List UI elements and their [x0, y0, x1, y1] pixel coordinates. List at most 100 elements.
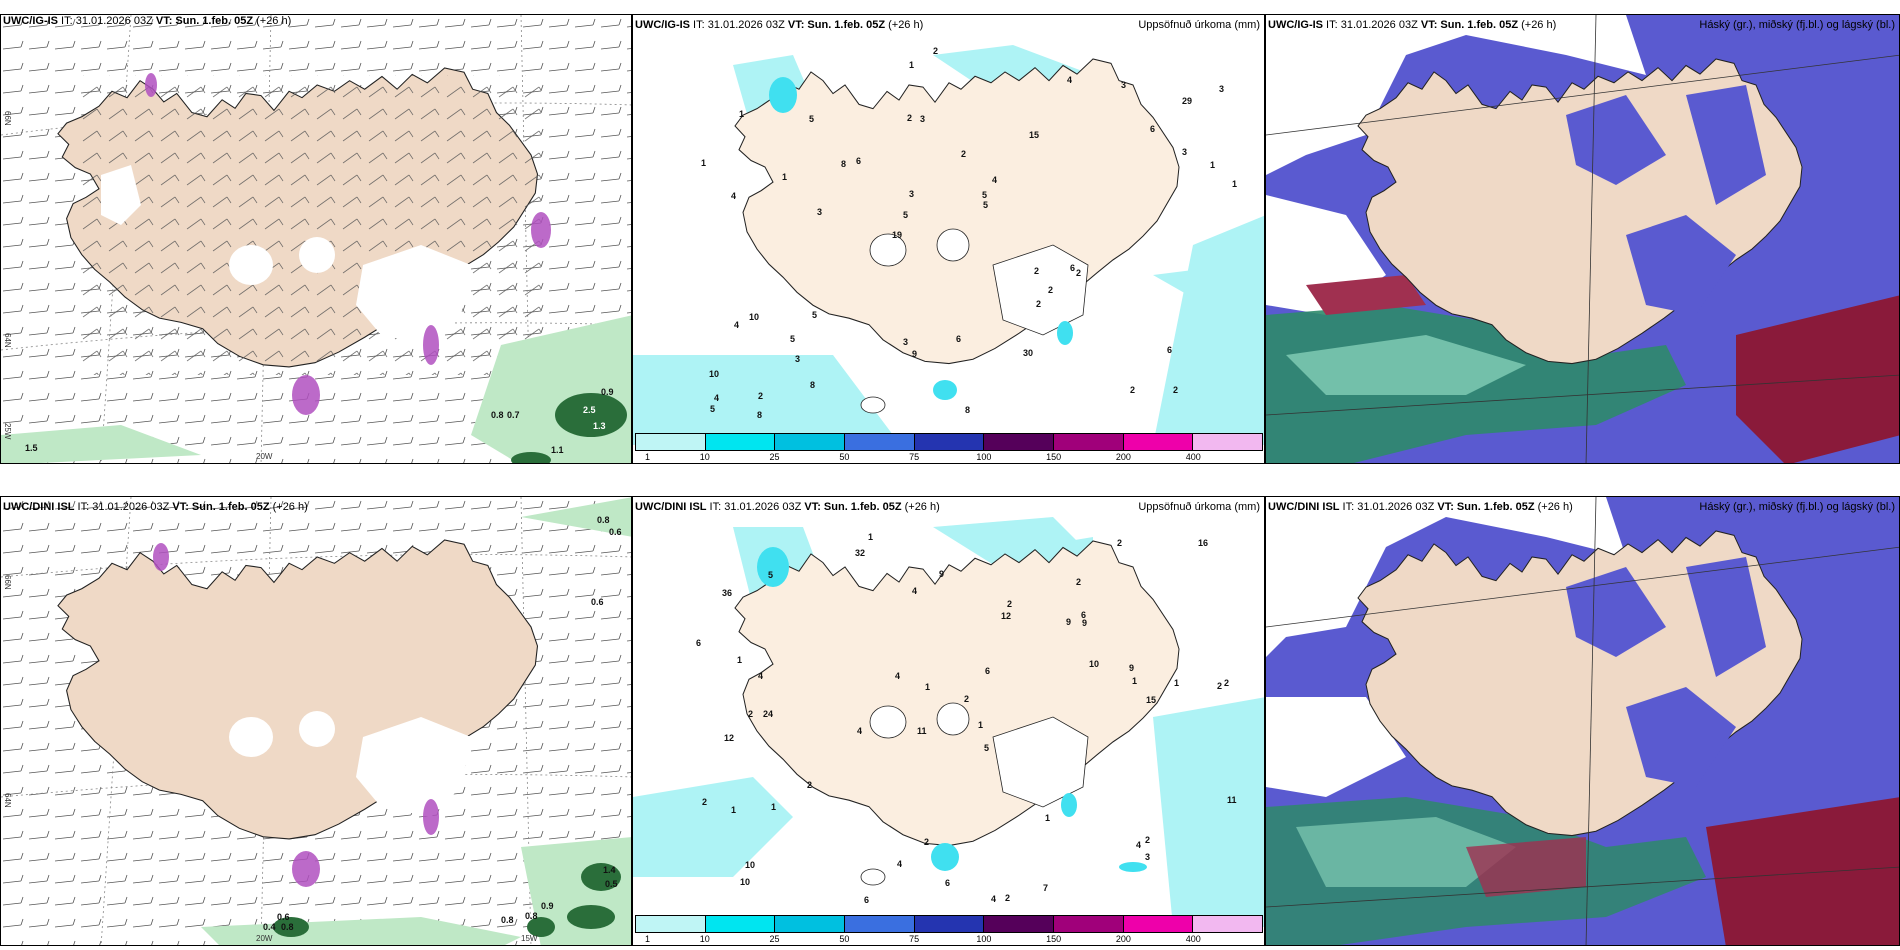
precip-value: 2	[1117, 538, 1123, 548]
panel-quantity-label: Uppsöfnuð úrkoma (mm)	[1138, 19, 1260, 31]
precip-value: 32	[855, 548, 866, 558]
precip-value: 3	[1219, 84, 1225, 94]
colorbar-tick-label: 10	[699, 452, 710, 462]
lon-label: 25W	[3, 423, 12, 440]
panel-top-mid-precip-map: UWC/IG-IS IT: 31.01.2026 03Z VT: Sun. 1.…	[632, 14, 1265, 464]
lat-label: 66N	[3, 111, 12, 126]
precip-value: 1	[731, 805, 737, 815]
precip-value: 1	[1174, 678, 1180, 688]
vis-value: 0.9	[601, 387, 614, 397]
vis-value: 1.5	[25, 443, 38, 453]
vis-value: 1.3	[593, 421, 606, 431]
precip-value: 2	[907, 113, 913, 123]
colorbar-tick-label: 50	[839, 934, 850, 944]
precip-value: 5	[812, 310, 818, 320]
precip-value: 2	[748, 709, 754, 719]
precip-value: 15	[1029, 130, 1040, 140]
colorbar-swatch	[775, 434, 846, 450]
precip-value: 5	[903, 210, 909, 220]
precip-value: 3	[909, 189, 915, 199]
panel-quantity-label: Háský (gr.), miðský (fj.bl.) og lágský (…	[1699, 501, 1895, 513]
precip-value: 12	[1001, 611, 1012, 621]
precip-value: 5	[710, 404, 716, 414]
precip-value: 9	[939, 569, 945, 579]
colorbar-tick-label: 75	[909, 934, 920, 944]
colorbar-swatch	[1123, 916, 1194, 932]
precip-value: 6	[856, 156, 862, 166]
precip-value: 2	[1034, 266, 1040, 276]
precip-value: 1	[1210, 160, 1216, 170]
colorbar-tick-label: 100	[976, 934, 992, 944]
precip-value: 1	[868, 532, 874, 542]
colorbar-tick-label: 400	[1185, 452, 1201, 462]
precip-value: 1	[737, 655, 743, 665]
precip-value: 3	[1145, 852, 1151, 862]
precip-value: 9	[1066, 617, 1072, 627]
lon-label: 20W	[256, 452, 273, 461]
panel-title: UWC/IG-IS IT: 31.01.2026 03Z VT: Sun. 1.…	[1268, 19, 1557, 31]
precip-value: 6	[1167, 345, 1173, 355]
wind-map-top	[1, 15, 631, 463]
precip-value: 9	[1129, 663, 1135, 673]
precip-value: 1	[1045, 813, 1051, 823]
panel-title: UWC/IG-IS IT: 31.01.2026 03Z VT: Sun. 1.…	[3, 15, 292, 27]
wind-map-bottom	[1, 497, 631, 945]
colorbar-tick-label: 75	[909, 452, 920, 462]
precip-value: 2	[1217, 681, 1223, 691]
precip-value: 5	[984, 743, 990, 753]
precip-value: 10	[745, 860, 756, 870]
precip-value: 4	[731, 191, 737, 201]
vis-value: 0.8	[281, 922, 294, 932]
colorbar-swatch	[845, 916, 915, 932]
colorbar-swatch	[775, 916, 846, 932]
colorbar-swatch	[1123, 434, 1194, 450]
colorbar-tick-label: 10	[699, 934, 710, 944]
colorbar-tick-label: 100	[976, 452, 992, 462]
precip-value: 29	[1182, 96, 1193, 106]
colorbar-tick-label: 50	[839, 452, 850, 462]
colorbar-tick-label: 200	[1115, 934, 1131, 944]
precip-value: 16	[1198, 538, 1209, 548]
precip-value: 4	[895, 671, 901, 681]
precip-value: 3	[795, 354, 801, 364]
lon-label: 15W	[521, 934, 538, 943]
precip-value: 5	[983, 200, 989, 210]
precip-value: 6	[985, 666, 991, 676]
colorbar-tick-label: 150	[1046, 452, 1062, 462]
precip-value: 4	[1067, 75, 1073, 85]
precip-map-bottom	[633, 517, 1264, 927]
precip-value: 6	[1081, 610, 1087, 620]
precip-value: 1	[771, 802, 777, 812]
precip-value: 2	[1007, 599, 1013, 609]
vis-value: 0.6	[277, 912, 290, 922]
colorbar-swatch	[705, 916, 776, 932]
vis-value: 0.6	[609, 527, 622, 537]
precip-value: 1	[782, 172, 788, 182]
colorbar-tick-label: 25	[769, 452, 780, 462]
precip-value: 2	[1076, 268, 1082, 278]
precip-value: 4	[912, 586, 918, 596]
precip-value: 4	[758, 671, 764, 681]
vis-value: 0.4	[263, 922, 276, 932]
precip-value: 4	[734, 320, 740, 330]
precip-value: 10	[740, 877, 751, 887]
precip-value: 6	[864, 895, 870, 905]
panel-bottom-left-wind-map: UWC/DINI ISL IT: 31.01.2026 03Z VT: Sun.…	[0, 496, 632, 946]
precip-value: 2	[807, 780, 813, 790]
lat-label: 64N	[3, 793, 12, 808]
precip-value: 2	[1224, 678, 1230, 688]
panel-title: UWC/IG-IS IT: 31.01.2026 03Z VT: Sun. 1.…	[635, 19, 924, 31]
precip-value: 5	[790, 334, 796, 344]
precip-value: 4	[991, 894, 997, 904]
colorbar-tick-label: 25	[769, 934, 780, 944]
precip-value: 6	[956, 334, 962, 344]
precip-value: 9	[912, 349, 918, 359]
precip-value: 1	[739, 109, 745, 119]
precip-value: 4	[992, 175, 998, 185]
colorbar-swatch	[636, 916, 706, 932]
precip-value: 3	[1182, 147, 1188, 157]
precip-value: 1	[909, 60, 915, 70]
colorbar-swatch	[984, 434, 1055, 450]
colorbar-tick-label: 1	[645, 934, 651, 944]
vis-value: 0.9	[541, 901, 554, 911]
